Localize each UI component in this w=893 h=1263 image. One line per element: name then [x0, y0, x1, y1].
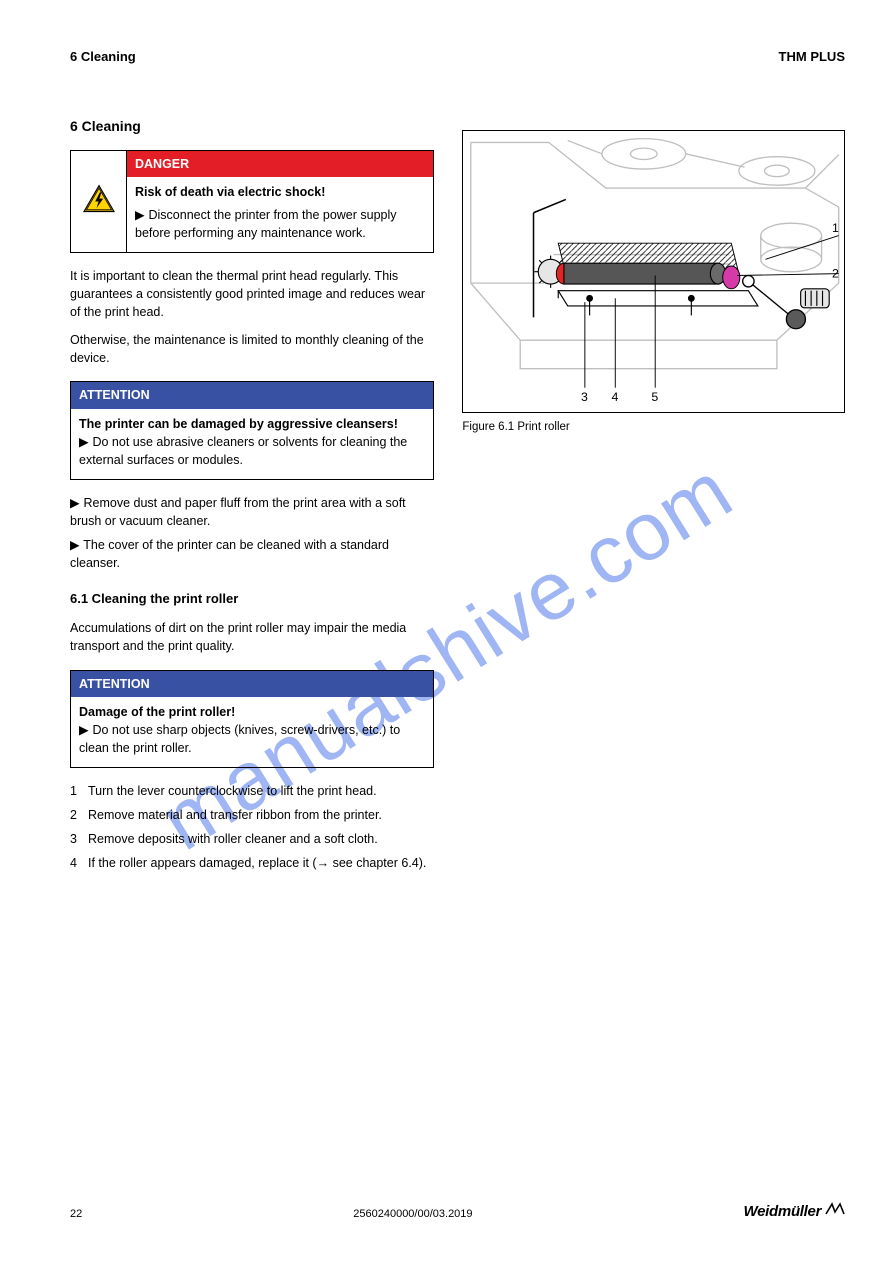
callout-3: 3 [581, 390, 588, 404]
s61-step-2: Remove material and transfer ribbon from… [70, 806, 434, 824]
logo-text: Weidmüller [744, 1203, 822, 1220]
page-footer: 22 2560240000/00/03.2019 Weidmüller [70, 1201, 845, 1223]
header-section: 6 Cleaning [70, 48, 136, 67]
section-6-1-title: 6.1 Cleaning the print roller [70, 590, 434, 609]
s6-paragraph-1: It is important to clean the thermal pri… [70, 267, 434, 321]
electric-shock-warning-icon [82, 184, 116, 219]
attention-body-2: Damage of the print roller! ▶ Do not use… [71, 697, 433, 767]
print-roller-diagram: 1 2 3 4 5 [463, 131, 844, 412]
header-product: THM PLUS [779, 48, 845, 67]
doc-number: 2560240000/00/03.2019 [353, 1207, 472, 1223]
danger-box: DANGER Risk of death via electric shock!… [70, 150, 434, 253]
s61-steps: Turn the lever counterclockwise to lift … [70, 782, 434, 873]
danger-line: Disconnect the printer from the power su… [135, 208, 397, 240]
s6-steps-wrapper: ▶ Remove dust and paper fluff from the p… [70, 494, 434, 573]
arrow-icon: ▶ [70, 536, 80, 554]
attention1-bold: The printer can be damaged by aggressive… [79, 417, 398, 431]
s61-step-4: If the roller appears damaged, replace i… [70, 854, 434, 872]
section-6-title: 6 Cleaning [70, 116, 434, 136]
page-number: 22 [70, 1207, 82, 1223]
attention-box-1: ATTENTION The printer can be damaged by … [70, 381, 434, 480]
attention2-line: Do not use sharp objects (knives, screw-… [79, 723, 400, 755]
attention1-line: Do not use abrasive cleaners or solvents… [79, 435, 407, 467]
attention-bar-1: ATTENTION [71, 382, 433, 408]
attention-bar-2: ATTENTION [71, 671, 433, 697]
arrow-icon: ▶ [135, 206, 145, 224]
page-header: 6 Cleaning THM PLUS [70, 48, 845, 67]
right-column: 1 2 3 4 5 Figure 6.1 Print roller [462, 116, 845, 883]
attention-box-2: ATTENTION Damage of the print roller! ▶ … [70, 670, 434, 769]
callout-1: 1 [832, 221, 839, 235]
s6-step-1: Remove dust and paper fluff from the pri… [70, 496, 406, 528]
attention2-bold: Damage of the print roller! [79, 705, 235, 719]
figure-6-1: 1 2 3 4 5 [462, 130, 845, 413]
s61-step-1: Turn the lever counterclockwise to lift … [70, 782, 434, 800]
logo-mark-icon [825, 1201, 845, 1223]
arrow-icon: ▶ [79, 433, 89, 451]
danger-bar: DANGER [127, 151, 433, 177]
s61-paragraph: Accumulations of dirt on the print rolle… [70, 619, 434, 655]
main-columns: 6 Cleaning DANGER Risk of death vi [70, 116, 845, 883]
arrow-icon: ▶ [70, 494, 80, 512]
callout-2: 2 [832, 266, 839, 280]
danger-icon-cell [71, 151, 127, 252]
weidmuller-logo: Weidmüller [744, 1201, 845, 1223]
s6-paragraph-2: Otherwise, the maintenance is limited to… [70, 331, 434, 367]
attention-body-1: The printer can be damaged by aggressive… [71, 409, 433, 479]
callout-4: 4 [612, 390, 619, 404]
s61-step-3: Remove deposits with roller cleaner and … [70, 830, 434, 848]
figure-caption: Figure 6.1 Print roller [462, 419, 845, 436]
left-column: 6 Cleaning DANGER Risk of death vi [70, 116, 434, 883]
callout-5: 5 [652, 390, 659, 404]
danger-body: Risk of death via electric shock! ▶ Disc… [127, 177, 433, 251]
arrow-icon: ▶ [79, 721, 89, 739]
danger-bold: Risk of death via electric shock! [135, 185, 325, 199]
s6-step-2: The cover of the printer can be cleaned … [70, 538, 389, 570]
